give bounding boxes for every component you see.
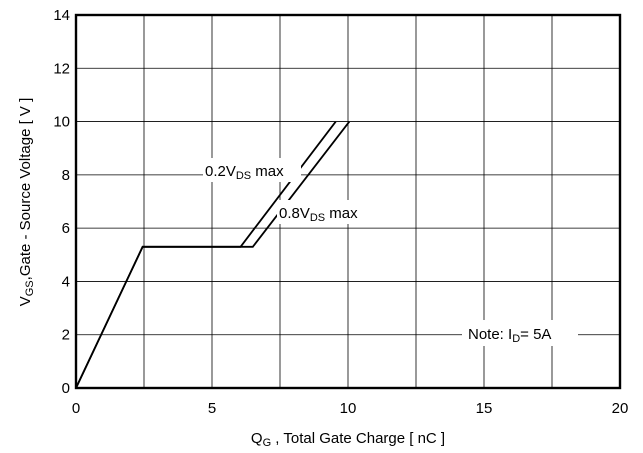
x-tick-label: 5 xyxy=(208,400,216,417)
note-sub: D xyxy=(512,333,520,345)
series-label-1-sub: DS xyxy=(310,212,325,224)
y-tick-label: 6 xyxy=(62,220,70,237)
note-annotation: Note: ID= 5A xyxy=(468,326,551,345)
series-label-0-main: 0.2V xyxy=(205,163,236,180)
note-rest: = 5A xyxy=(520,326,551,343)
series-label-0: 0.2VDS max xyxy=(205,163,284,182)
y-tick-label: 0 xyxy=(62,380,70,397)
series-layer xyxy=(75,121,351,389)
note-annotation-bg xyxy=(462,320,578,346)
x-tick-label: 10 xyxy=(340,400,357,417)
x-axis-label: QG , Total Gate Charge [ nC ] xyxy=(251,430,445,449)
series-label-0-sub: DS xyxy=(236,170,251,182)
y-axis-label-main: V xyxy=(17,296,34,306)
x-tick-label: 20 xyxy=(612,400,629,417)
y-tick-label: 10 xyxy=(53,114,70,131)
y-tick-labels: 0 2 4 6 8 10 12 14 xyxy=(53,7,70,397)
series-label-1: 0.8VDS max xyxy=(279,205,358,224)
series-label-1-bg xyxy=(277,200,375,224)
x-tick-label: 15 xyxy=(476,400,493,417)
x-axis-label-main: Q xyxy=(251,430,263,447)
y-tick-label: 2 xyxy=(62,327,70,344)
y-tick-label: 4 xyxy=(62,273,70,290)
y-axis-label-sub: GS xyxy=(24,280,36,296)
series-line-1 xyxy=(75,121,351,389)
note-main: Note: I xyxy=(468,326,512,343)
series-label-1-main: 0.8V xyxy=(279,205,310,222)
series-label-0-bg xyxy=(203,158,301,182)
x-tick-label: 0 xyxy=(72,400,80,417)
y-axis-label-rest: ,Gate - Source Voltage [ V ] xyxy=(17,98,34,281)
y-tick-label: 14 xyxy=(53,7,70,24)
series-label-1-rest: max xyxy=(325,205,358,222)
x-tick-labels: 0 5 10 15 20 xyxy=(72,400,629,417)
x-axis-label-rest: , Total Gate Charge [ nC ] xyxy=(271,430,445,447)
grid xyxy=(76,15,620,388)
plot-frame xyxy=(74,13,622,390)
y-tick-label: 12 xyxy=(53,60,70,77)
y-tick-label: 8 xyxy=(62,167,70,184)
y-axis-label: VGS,Gate - Source Voltage [ V ] xyxy=(17,98,36,307)
x-axis-label-sub: G xyxy=(263,437,272,449)
series-label-0-rest: max xyxy=(251,163,284,180)
